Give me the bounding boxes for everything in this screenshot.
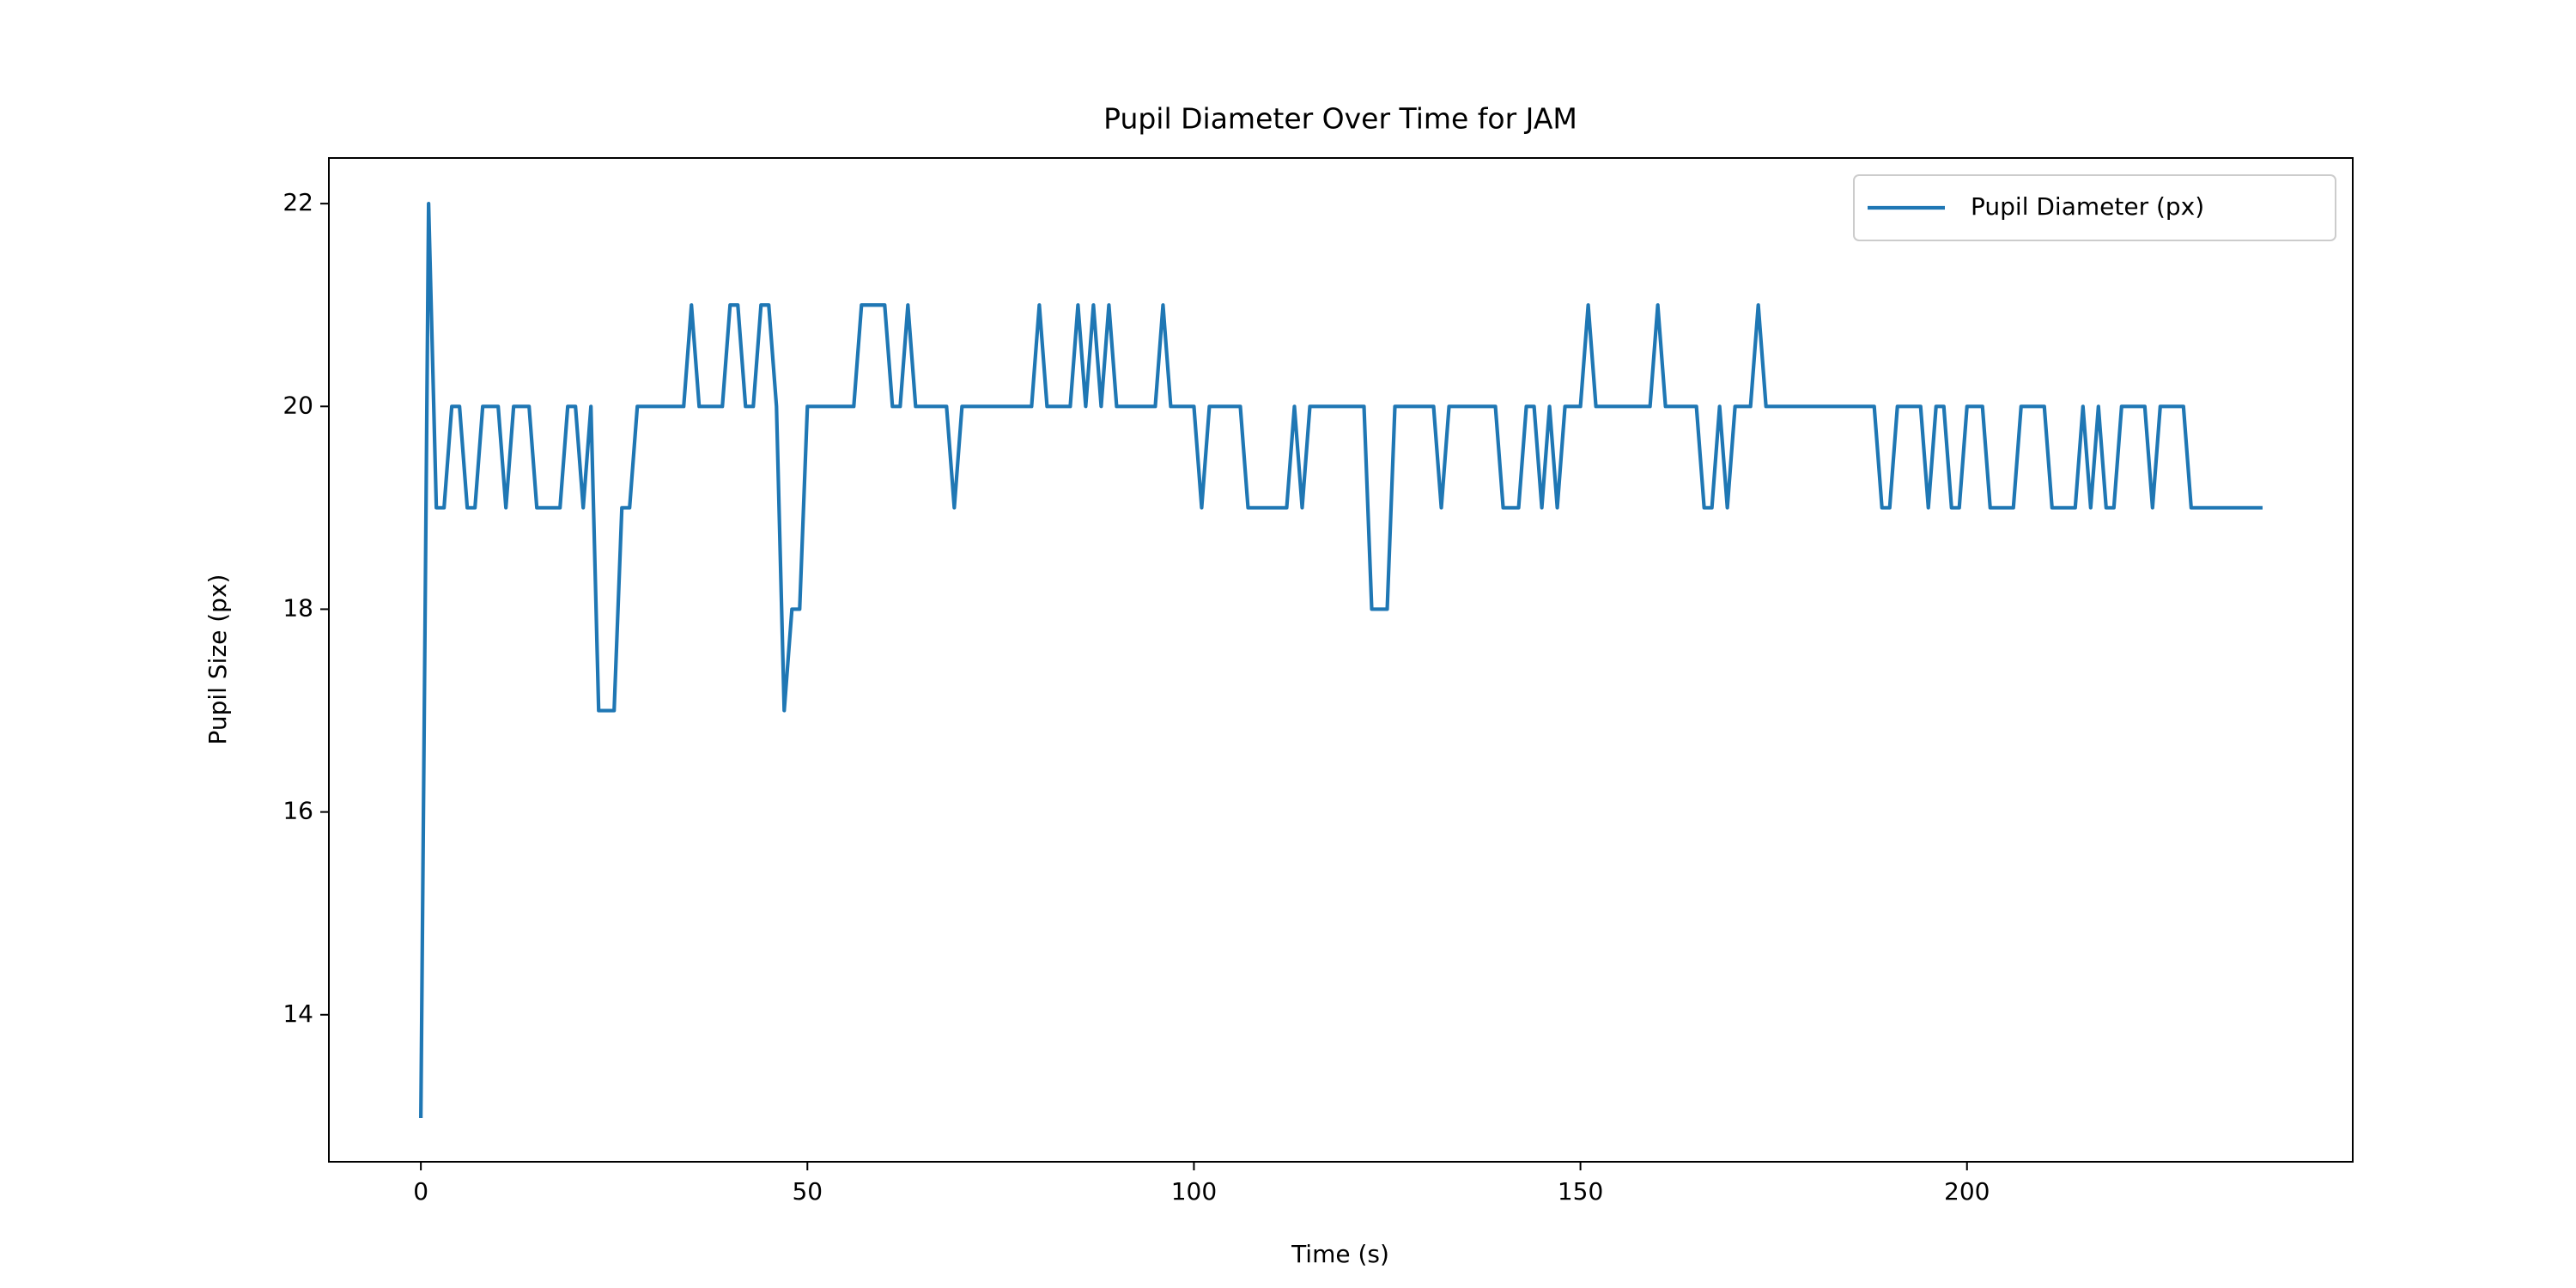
x-tick-label: 50 bbox=[792, 1177, 823, 1206]
y-tick-label: 16 bbox=[283, 797, 313, 825]
x-tick-label: 150 bbox=[1558, 1177, 1603, 1206]
x-tick-label: 100 bbox=[1171, 1177, 1217, 1206]
y-tick-label: 18 bbox=[283, 593, 313, 622]
plot-frame bbox=[328, 157, 2354, 1163]
x-axis-label: Time (s) bbox=[1291, 1240, 1389, 1268]
legend-box bbox=[1853, 174, 2336, 241]
x-tick-label: 0 bbox=[413, 1177, 428, 1206]
legend-label: Pupil Diameter (px) bbox=[1971, 192, 2204, 221]
x-tick-label: 200 bbox=[1944, 1177, 1990, 1206]
y-tick-label: 20 bbox=[283, 391, 313, 419]
y-axis-label: Pupil Size (px) bbox=[204, 574, 232, 745]
data-line bbox=[419, 202, 2263, 1118]
y-tick-label: 14 bbox=[283, 999, 313, 1028]
y-tick-label: 22 bbox=[283, 188, 313, 216]
chart-title: Pupil Diameter Over Time for JAM bbox=[1103, 102, 1577, 136]
